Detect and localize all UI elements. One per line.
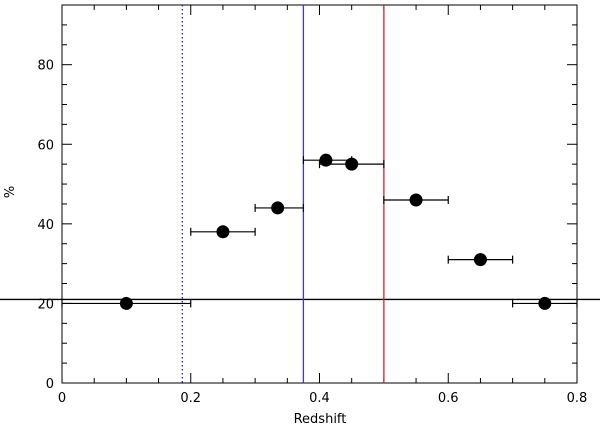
data-point — [473, 253, 487, 267]
data-point — [271, 201, 285, 215]
axis-tick-labels: 0 0.2 0.4 0.6 0.8 0 20 40 60 80 — [37, 59, 587, 406]
x-axis-label: Redshift — [294, 412, 347, 427]
error-bars — [61, 156, 578, 308]
y-tick-label: 0 — [46, 377, 54, 392]
y-tick-label: 60 — [37, 138, 54, 153]
y-axis-label: % — [3, 186, 18, 198]
axis-ticks — [61, 4, 578, 384]
data-point — [538, 296, 552, 310]
data-points — [119, 153, 552, 310]
y-tick-label: 20 — [37, 297, 54, 312]
reference-lines — [0, 5, 600, 383]
data-point — [319, 153, 333, 167]
data-point — [119, 296, 133, 310]
data-point — [409, 193, 423, 207]
y-tick-label: 80 — [37, 59, 54, 74]
x-tick-label: 0 — [58, 391, 66, 406]
y-tick-label: 40 — [37, 218, 54, 233]
data-point — [345, 157, 359, 171]
x-tick-label: 0.8 — [567, 391, 588, 406]
x-tick-label: 0.2 — [180, 391, 201, 406]
x-tick-label: 0.4 — [309, 391, 330, 406]
x-tick-label: 0.6 — [438, 391, 459, 406]
data-point — [216, 225, 230, 239]
plot-border — [61, 4, 578, 384]
plot-frame — [61, 4, 578, 384]
